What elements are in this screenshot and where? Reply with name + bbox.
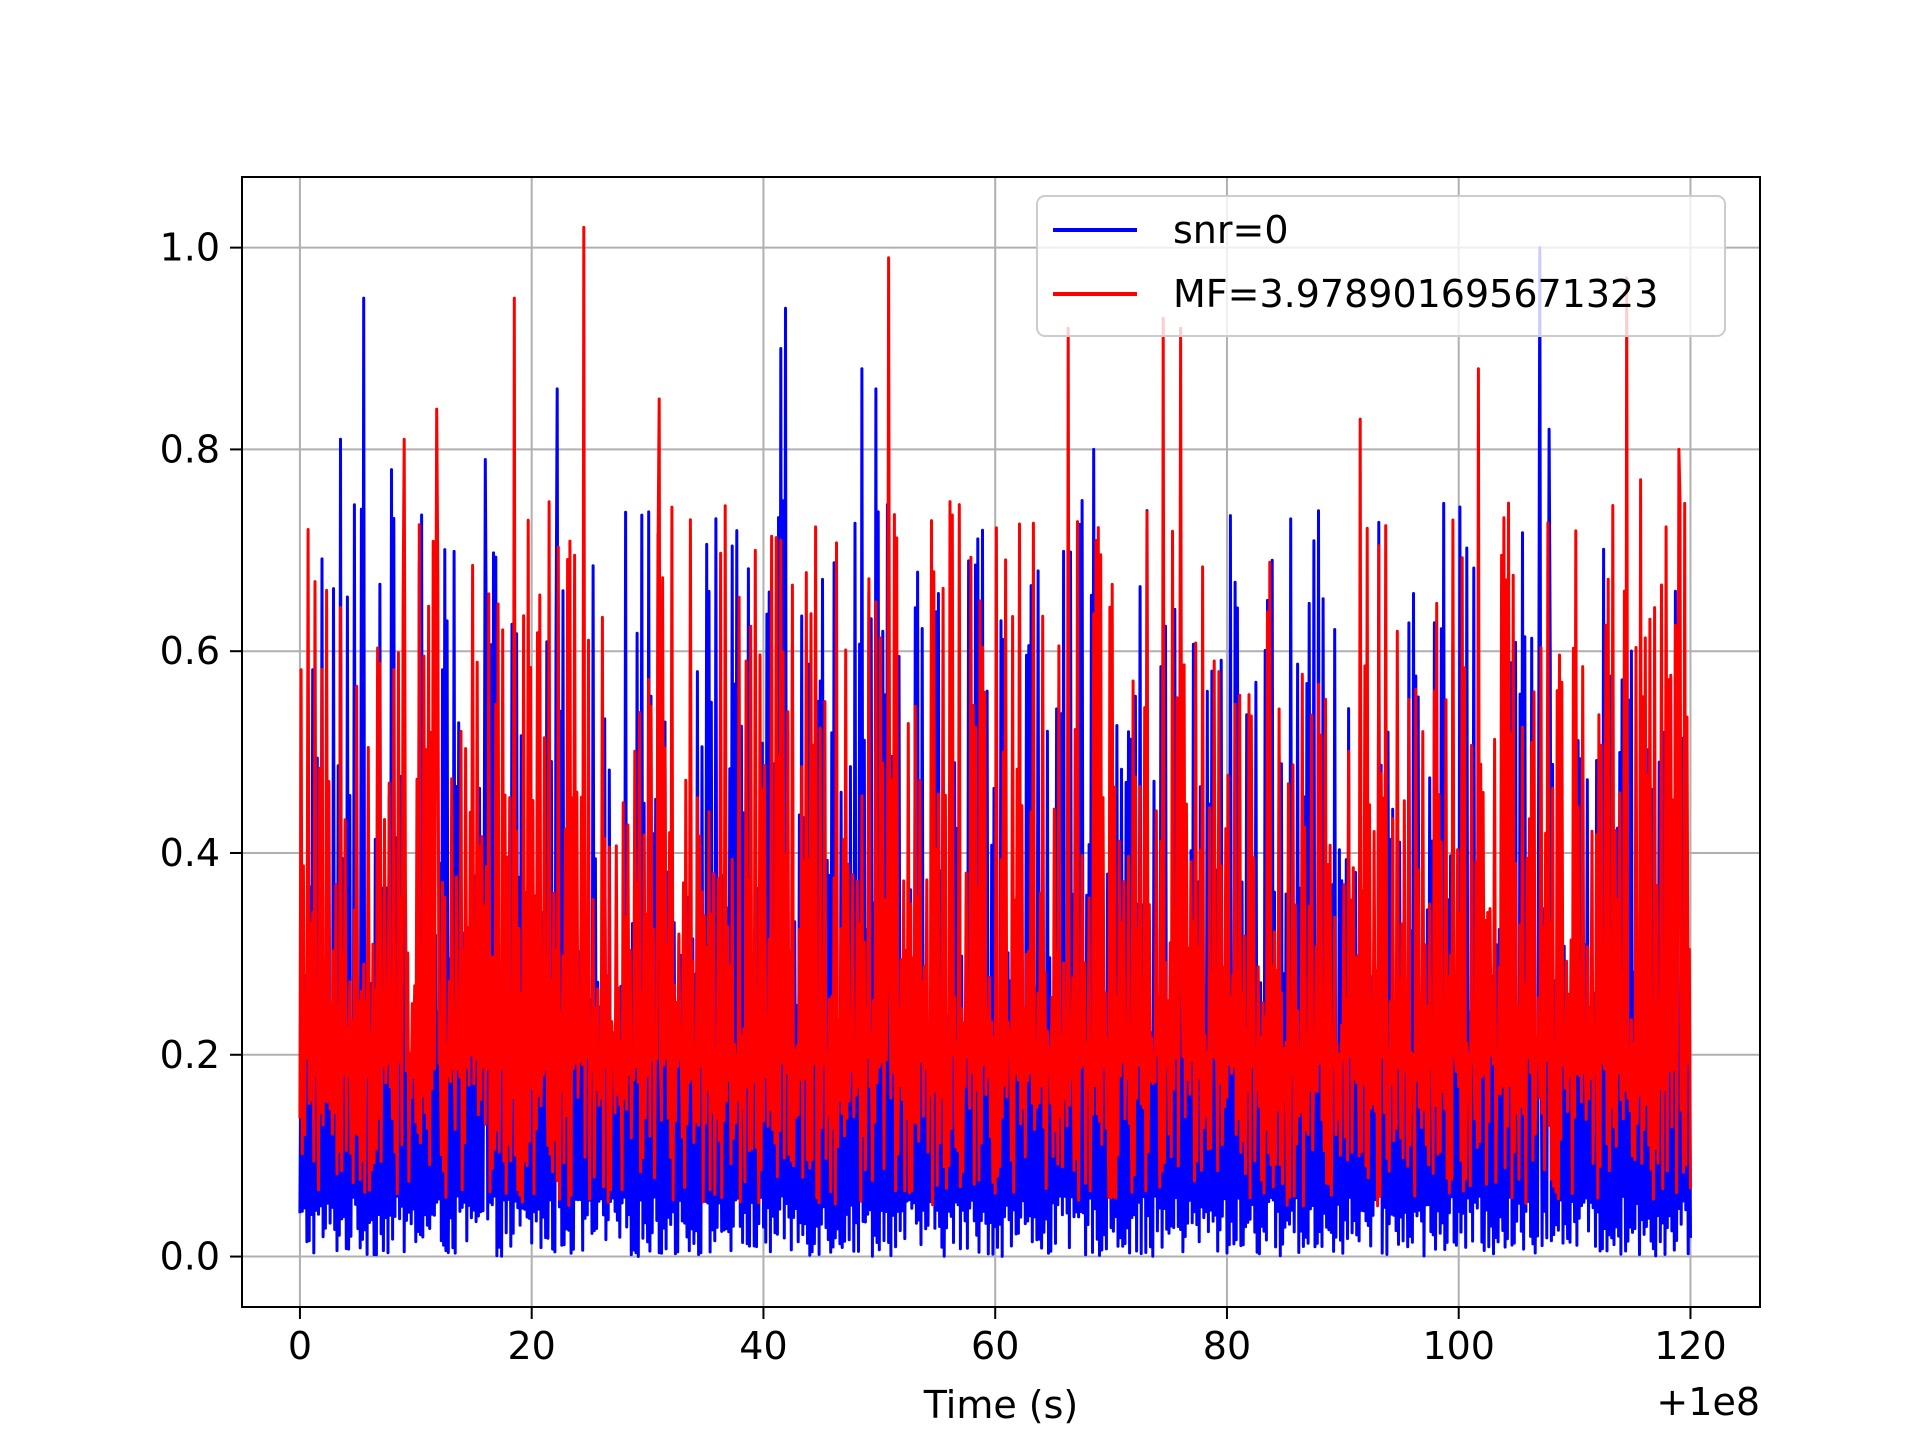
- plot-area: [298, 225, 1692, 1258]
- x-axis-offset-label: +1e8: [1656, 1380, 1760, 1424]
- y-tick-label: 0.4: [160, 831, 220, 875]
- x-tick-label: 120: [1654, 1324, 1727, 1368]
- x-tick-label: 60: [971, 1324, 1019, 1368]
- x-tick-label: 40: [739, 1324, 787, 1368]
- series-line-2: [298, 225, 1692, 1208]
- x-tick-label: 100: [1422, 1324, 1495, 1368]
- series-line-1: [298, 246, 1692, 1258]
- axis-ticks: 0 20 40 60 80 100 120 0.0 0.2 0.4 0.6 0.8 1.0: [160, 226, 1727, 1368]
- legend-box: [1036, 195, 1726, 337]
- y-tick-label: 1.0: [160, 226, 220, 270]
- x-tick-label: 80: [1203, 1324, 1251, 1368]
- legend: snr=0 MF=3.978901695671323: [1036, 195, 1726, 337]
- legend-label: snr=0: [1173, 208, 1289, 252]
- x-tick-label: 0: [288, 1324, 312, 1368]
- y-tick-label: 0.6: [160, 629, 220, 673]
- x-axis-label: Time (s): [923, 1383, 1079, 1427]
- legend-label: MF=3.978901695671323: [1173, 272, 1658, 316]
- y-tick-label: 0.2: [160, 1033, 220, 1077]
- axes-frame: [241, 176, 1761, 1308]
- y-tick-label: 0.8: [160, 427, 220, 471]
- y-tick-label: 0.0: [160, 1235, 220, 1279]
- x-tick-label: 20: [508, 1324, 556, 1368]
